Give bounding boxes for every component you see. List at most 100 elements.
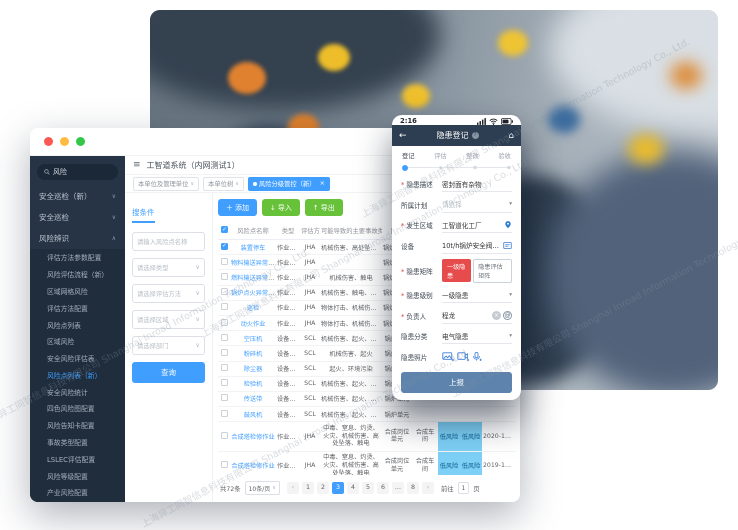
row-checkbox[interactable] <box>220 303 228 311</box>
sidebar-item[interactable]: 警戒信息列表 <box>30 500 125 502</box>
org-tree-select[interactable]: 本单位树 ∨ <box>203 176 244 191</box>
risk-point-link[interactable]: 检验机 <box>243 381 263 389</box>
sidebar-item[interactable]: 四色风险图配置 <box>30 400 125 417</box>
risk-point-link[interactable]: 装置停车 <box>240 244 266 252</box>
maximize-window-button[interactable] <box>76 137 85 146</box>
risk-point-link[interactable]: 传送带 <box>243 396 263 404</box>
page-button[interactable]: 2 <box>316 482 329 494</box>
row-checkbox[interactable] <box>220 379 228 387</box>
sidebar-item[interactable]: 评估方法参数配置 <box>30 249 125 266</box>
sidebar-item[interactable]: 评估方法配置 <box>30 299 125 317</box>
risk-point-link[interactable]: 合成塔检修作业 <box>231 433 275 441</box>
risk-point-link[interactable]: 粉碎机 <box>243 350 263 358</box>
close-tag-icon[interactable]: × <box>319 180 325 187</box>
chevron-down-icon[interactable]: ▾ <box>509 291 512 298</box>
risk-point-link[interactable]: 锅炉点火异常处理 <box>231 290 276 298</box>
minimize-window-button[interactable] <box>60 137 69 146</box>
row-checkbox[interactable] <box>220 288 228 296</box>
sidebar-group-1[interactable]: 安全巡检 ∨ <box>30 207 125 228</box>
submit-button[interactable]: 上报 <box>401 372 512 393</box>
add-video-icon[interactable] <box>457 351 470 362</box>
org-scope-select[interactable]: 本单位及管理单位 ∨ <box>133 176 200 191</box>
filter-select-2[interactable]: 请选择评估方法 ∨ <box>132 284 205 303</box>
hazard-level-tag[interactable]: 一级隐患 <box>442 259 472 282</box>
device-scan-icon[interactable] <box>503 241 512 250</box>
matrix-evaluate-button[interactable]: 隐患评估矩阵 <box>473 258 512 283</box>
row-checkbox[interactable] <box>220 364 228 372</box>
row-checkbox[interactable] <box>220 394 228 402</box>
risk-point-link[interactable]: 燃料输送异常处理 <box>231 274 276 282</box>
prev-page-button[interactable]: ‹ <box>286 482 299 494</box>
row-checkbox[interactable] <box>220 461 228 469</box>
field-value[interactable]: 密封面有杂物 <box>442 176 512 193</box>
back-arrow-icon[interactable]: ← <box>399 130 407 141</box>
filter-select-4[interactable]: 请选择部门 ∨ <box>132 336 205 355</box>
field-value[interactable]: 一级隐患 ▾ <box>442 287 512 304</box>
menu-toggle-icon[interactable]: ≡ <box>133 160 141 170</box>
add-image-icon[interactable] <box>442 351 455 362</box>
add-button[interactable]: ＋添加 <box>218 199 257 216</box>
row-checkbox[interactable] <box>220 318 228 326</box>
row-checkbox[interactable] <box>220 333 228 341</box>
add-audio-icon[interactable] <box>472 351 484 362</box>
risk-point-link[interactable]: 物料输送异常处理 <box>231 259 276 267</box>
select-all-checkbox[interactable] <box>220 226 228 233</box>
chevron-down-icon[interactable]: ▾ <box>509 332 512 339</box>
row-checkbox[interactable] <box>220 409 228 417</box>
sidebar-item[interactable]: 事故类型配置 <box>30 433 125 451</box>
risk-point-link[interactable]: 除尘器 <box>243 366 263 374</box>
page-size-select[interactable]: 10条/页 ∨ <box>244 481 280 495</box>
sidebar-item[interactable]: 区域风险 <box>30 332 125 350</box>
export-button[interactable]: ↑ 导出 <box>304 199 343 216</box>
page-button[interactable]: 4 <box>346 482 359 494</box>
step-label[interactable]: 验收 <box>498 153 511 160</box>
page-button[interactable]: 1 <box>301 482 314 494</box>
risk-point-link[interactable]: 巡检 <box>246 305 260 313</box>
row-checkbox[interactable] <box>220 348 228 356</box>
sidebar-item[interactable]: 风险点列表（新） <box>30 366 125 384</box>
sidebar-item[interactable]: 风险评估流程（新） <box>30 265 125 283</box>
sidebar-item[interactable]: 区域网格风险 <box>30 282 125 300</box>
active-page-tag[interactable]: 风险分级管控（新） × <box>247 176 330 191</box>
sidebar-item[interactable]: 安全风险评估表 <box>30 349 125 367</box>
sidebar-item[interactable]: 风险等级配置 <box>30 467 125 484</box>
table-row[interactable]: 合成塔检修作业 作业活动 JHA 中毒、窒息、灼烫、火灾、机械伤害、高处坠落、触电 合成… <box>218 421 515 452</box>
field-value[interactable] <box>442 349 512 365</box>
step-label[interactable]: 整改 <box>466 153 479 160</box>
risk-point-link[interactable]: 合成塔检修作业 <box>231 463 275 471</box>
field-value[interactable]: 一级隐患 隐患评估矩阵 <box>442 256 512 285</box>
sidebar-item[interactable]: LSLEC评估配置 <box>30 450 125 468</box>
page-button[interactable]: 3 <box>331 482 344 494</box>
sidebar-group-0[interactable]: 安全巡检（新） ∨ <box>30 186 125 207</box>
chevron-down-icon[interactable]: ▾ <box>509 201 512 208</box>
row-checkbox[interactable] <box>220 272 228 280</box>
field-value[interactable]: 请选择 ▾ <box>442 197 512 213</box>
at-contact-icon[interactable]: @ <box>503 310 512 320</box>
clear-icon[interactable]: × <box>492 310 501 320</box>
row-checkbox[interactable] <box>220 242 228 250</box>
row-checkbox[interactable] <box>220 257 228 265</box>
location-pin-icon[interactable] <box>504 220 512 229</box>
sidebar-item[interactable]: 风险告知卡配置 <box>30 416 125 434</box>
row-checkbox[interactable] <box>220 431 228 439</box>
sidebar-item[interactable]: 安全风险统计 <box>30 383 125 401</box>
risk-point-link[interactable]: 鼓风机 <box>243 411 263 419</box>
step-label[interactable]: 登记 <box>402 153 415 160</box>
help-badge[interactable]: ? <box>471 132 479 139</box>
goto-page-input[interactable]: 1 <box>457 482 470 494</box>
field-value[interactable]: 工智道化工厂 <box>442 217 512 234</box>
next-page-button[interactable]: › <box>421 482 434 494</box>
filter-select-1[interactable]: 请选择类型 ∨ <box>132 258 205 277</box>
field-value[interactable]: 10t/h锅炉安全阀1_P0001 <box>442 238 512 254</box>
page-button[interactable]: 8 <box>406 482 419 494</box>
filter-name-input[interactable]: 请输入风险点名称 <box>132 232 205 251</box>
field-value[interactable]: 程龙 × @ <box>442 308 512 324</box>
query-button[interactable]: 查询 <box>132 362 205 383</box>
sidebar-search-input[interactable]: 风险 <box>37 164 118 180</box>
step-label[interactable]: 评估 <box>434 153 447 160</box>
table-row[interactable]: 合成塔检修作业 作业活动 JHA 中毒、窒息、灼烫、火灾、机械伤害、高处坠落、触电 合成… <box>218 451 515 475</box>
filter-select-3[interactable]: 请选择区域 ∨ <box>132 310 205 329</box>
home-icon[interactable]: ⌂ <box>508 130 514 141</box>
sidebar-group-2[interactable]: 风险辨识 ∧ <box>30 228 125 249</box>
